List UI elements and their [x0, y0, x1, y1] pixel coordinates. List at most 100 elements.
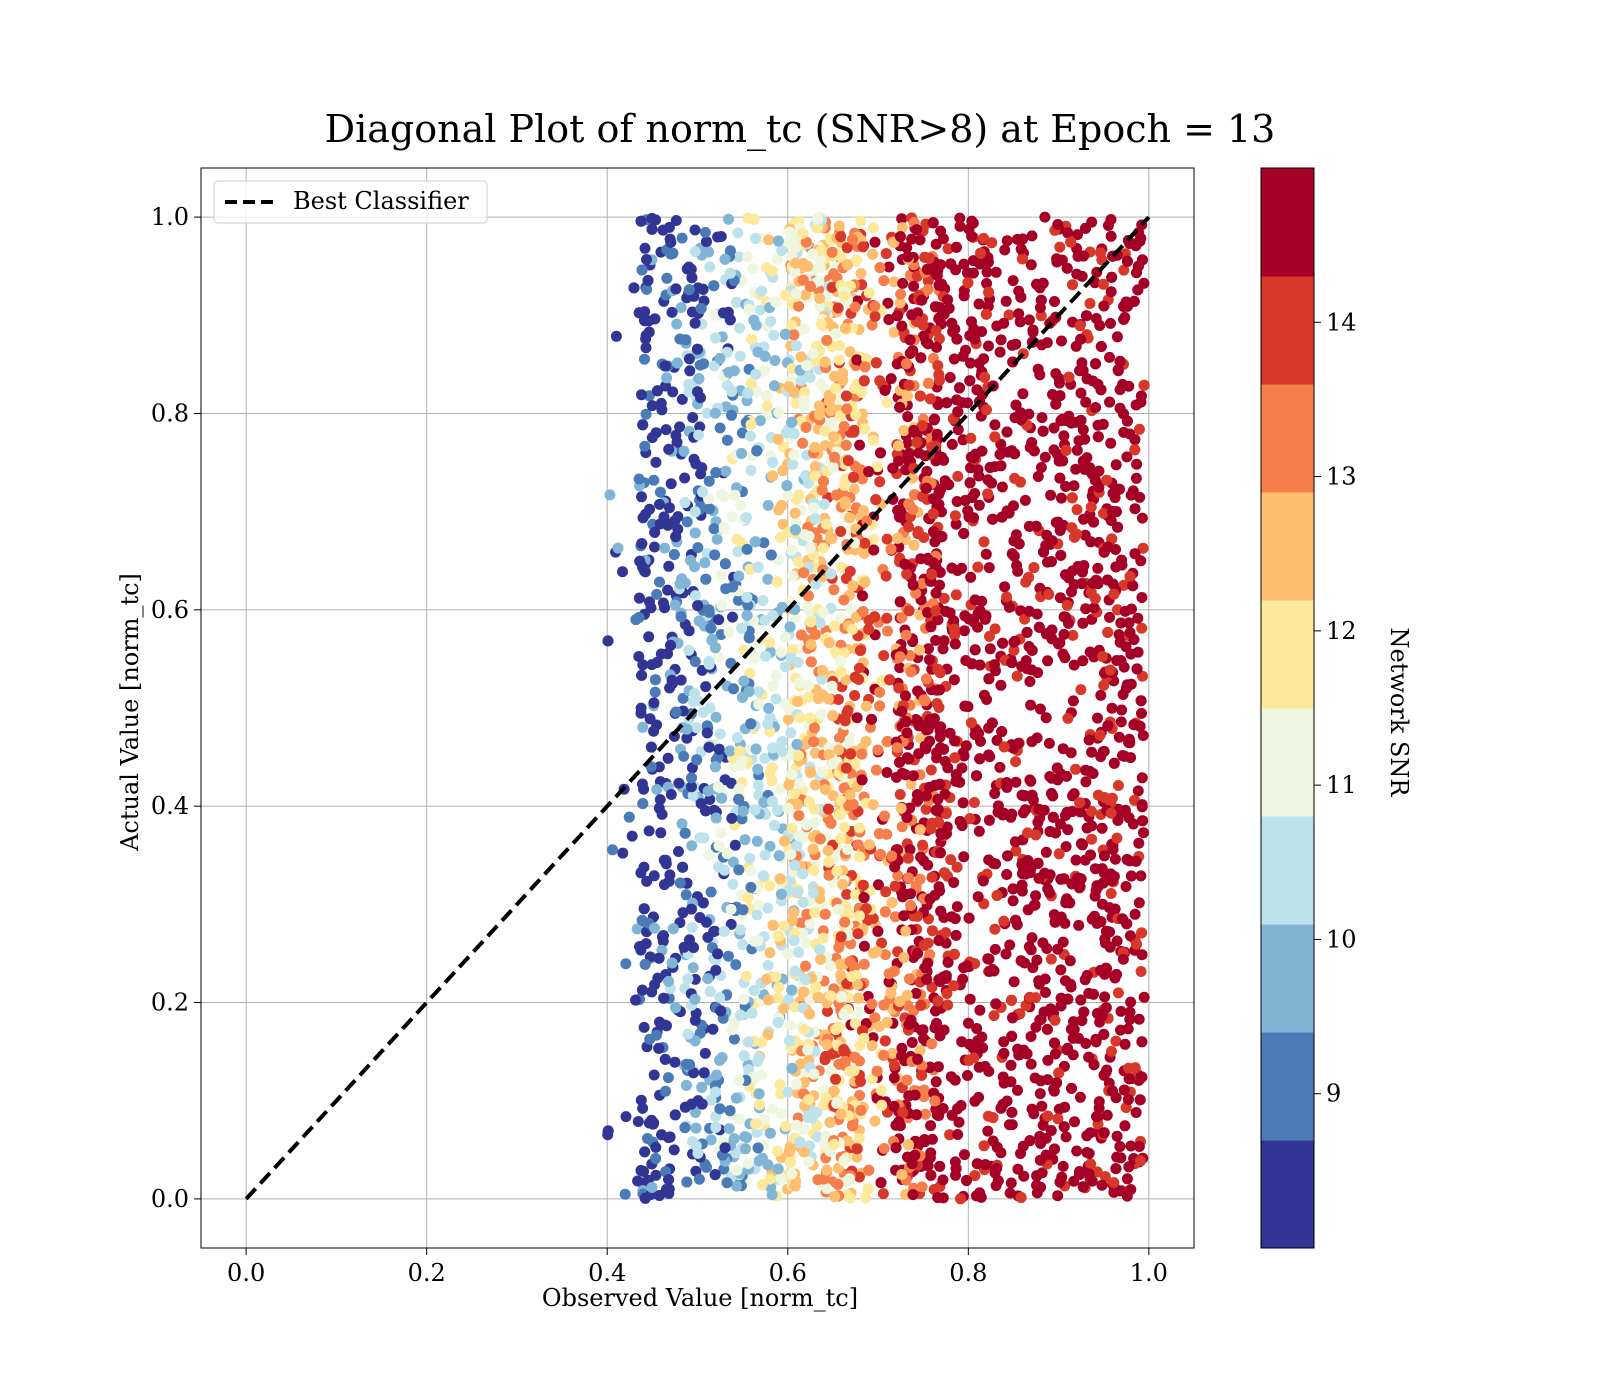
scatter-point: [956, 397, 968, 409]
scatter-point: [1096, 822, 1108, 834]
scatter-point: [668, 549, 680, 560]
scatter-point: [758, 796, 770, 808]
scatter-point: [821, 1039, 833, 1050]
scatter-point: [799, 323, 810, 335]
scatter-point: [710, 711, 722, 723]
scatter-point: [900, 716, 912, 727]
scatter-point: [759, 614, 771, 626]
scatter-point: [626, 830, 638, 842]
scatter-point: [1060, 481, 1072, 492]
scatter-point: [784, 1019, 796, 1031]
scatter-point: [907, 345, 919, 357]
scatter-point: [730, 1092, 742, 1104]
scatter-point: [731, 296, 742, 308]
scatter-point: [816, 244, 827, 256]
scatter-point: [1041, 1023, 1053, 1035]
scatter-point: [767, 795, 778, 807]
scatter-point: [971, 1023, 983, 1034]
scatter-point: [1136, 592, 1148, 603]
scatter-point: [1053, 848, 1065, 860]
scatter-point: [1074, 806, 1086, 818]
scatter-point: [814, 261, 826, 273]
scatter-point: [703, 475, 715, 487]
scatter-point: [1076, 839, 1088, 851]
scatter-point: [617, 847, 629, 859]
scatter-point: [896, 1050, 908, 1062]
scatter-point: [780, 1120, 792, 1132]
scatter-point: [835, 231, 847, 243]
scatter-point: [676, 232, 688, 244]
scatter-point: [637, 1102, 649, 1114]
scatter-point: [896, 821, 908, 833]
scatter-point: [854, 910, 865, 922]
scatter-point: [896, 612, 908, 623]
scatter-point: [649, 674, 661, 686]
scatter-point: [1137, 730, 1149, 741]
scatter-point: [1137, 542, 1149, 554]
scatter-point: [979, 1159, 991, 1171]
scatter-point: [1114, 1141, 1126, 1152]
scatter-point: [678, 445, 690, 457]
scatter-point: [882, 735, 894, 747]
scatter-point: [687, 412, 699, 423]
scatter-point: [1051, 762, 1063, 774]
scatter-point: [697, 283, 709, 295]
scatter-point: [826, 680, 838, 692]
scatter-point: [654, 1190, 665, 1201]
scatter-point: [1065, 1023, 1077, 1035]
scatter-point: [1111, 331, 1123, 343]
scatter-point: [653, 802, 665, 814]
scatter-point: [740, 970, 752, 982]
scatter-point: [703, 849, 715, 861]
scatter-point: [950, 518, 962, 530]
scatter-point: [808, 865, 820, 877]
scatter-point: [1133, 837, 1145, 849]
scatter-point: [1010, 845, 1022, 857]
scatter-point: [804, 280, 816, 292]
scatter-point: [849, 1017, 861, 1029]
scatter-point: [1094, 729, 1106, 741]
scatter-point: [1124, 930, 1136, 942]
scatter-point: [1105, 317, 1116, 329]
scatter-point: [692, 343, 703, 355]
scatter-point: [839, 1046, 851, 1058]
scatter-point: [635, 1094, 647, 1106]
scatter-point: [745, 378, 757, 389]
scatter-point: [896, 767, 908, 779]
scatter-point: [649, 979, 661, 991]
scatter-point: [843, 800, 855, 812]
scatter-point: [1015, 243, 1027, 255]
scatter-point: [812, 213, 824, 225]
scatter-point: [1031, 1179, 1043, 1191]
scatter-point: [1026, 932, 1038, 944]
scatter-point: [838, 821, 850, 833]
scatter-point: [793, 810, 805, 822]
scatter-point: [973, 727, 985, 739]
scatter-point: [1016, 868, 1028, 880]
scatter-point: [675, 611, 687, 623]
scatter-point: [984, 751, 996, 763]
scatter-point: [931, 341, 942, 353]
scatter-point: [640, 408, 652, 420]
scatter-point: [660, 1085, 671, 1097]
scatter-point: [888, 1072, 900, 1084]
scatter-point: [958, 962, 970, 974]
scatter-point: [772, 235, 784, 247]
scatter-point: [982, 1125, 994, 1137]
scatter-point: [713, 840, 725, 852]
scatter-point: [925, 621, 937, 633]
scatter-point: [1067, 695, 1079, 707]
scatter-point: [1034, 703, 1046, 715]
scatter-point: [740, 512, 752, 524]
scatter-point: [1136, 707, 1147, 719]
scatter-point: [1132, 284, 1144, 296]
scatter-point: [1033, 621, 1045, 633]
scatter-point: [825, 533, 837, 545]
scatter-point: [906, 1037, 918, 1048]
scatter-point: [782, 713, 794, 725]
scatter-point: [610, 330, 622, 342]
scatter-point: [675, 674, 687, 686]
scatter-point: [636, 491, 647, 503]
scatter-point: [823, 749, 835, 761]
scatter-point: [792, 696, 803, 707]
